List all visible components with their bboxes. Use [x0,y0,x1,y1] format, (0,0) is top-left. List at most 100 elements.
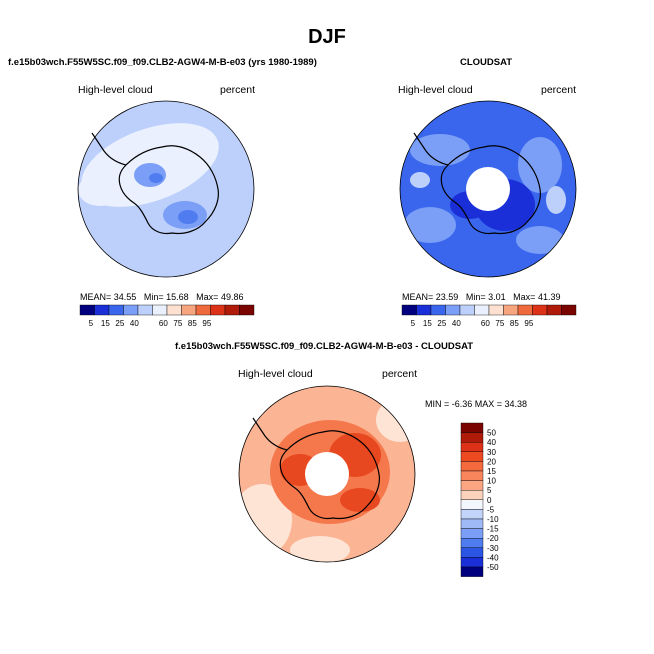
panel1-colorbar-swatch [79,304,95,316]
panel2-colorbar-tick-label: 75 [495,319,504,328]
panel1-colorbar-swatch [166,304,182,316]
panel2-light-patch-1 [410,134,470,166]
panel2-colorbar-swatch [488,304,504,316]
panel2-stats: MEAN= 23.59 Min= 3.01 Max= 41.39 [402,292,561,302]
panel3-dark-patch-3 [340,488,380,512]
panel2-colorbar: 5 15 25 40 60 75 85 95 [401,304,577,328]
panel3-units-label: percent [382,368,418,380]
panel3-variable-label: High-level cloud [238,368,313,380]
panel3-colorbar-swatch [460,422,484,433]
panel2-colorbar-swatch [459,304,475,316]
panel1-colorbar-swatch [239,304,255,316]
panel1-colorbar-tick-label: 5 [89,319,94,328]
panel1-colorbar: 5 15 25 40 60 75 85 95 [79,304,255,328]
panel3-colorbar-tick-label: -5 [487,505,495,514]
panel3-map-border [238,385,416,563]
panel3-colorbar-swatch [460,451,484,462]
panel3-colorbar-tick-label: -10 [487,515,499,524]
panel2-light-patch-4 [516,226,564,254]
panel2-pole-hole [466,167,510,211]
panel1-colorbar-swatch [123,304,139,316]
panel1-colorbar-swatch [181,304,197,316]
panel1-map-border [77,100,255,278]
panel2-colorbar-tick-label: 60 [481,319,490,328]
panel1-colorbar-tick-label: 85 [188,319,197,328]
panel1-max: 49.86 [220,292,244,302]
panel1-colorbar-swatch [195,304,211,316]
panel2-units-label: percent [541,84,577,96]
panel3-colorbar-tick-label: 30 [487,448,496,457]
panel1-colorbar-tick-label: 40 [130,319,139,328]
panel3-colorbar-tick-label: 50 [487,429,496,438]
panel3-colorbar-tick-label: 15 [487,467,496,476]
panel1-colorbar-swatch [108,304,124,316]
panel2-colorbar-tick-label: 15 [423,319,432,328]
panel2-colorbar-tick-label: 40 [452,319,461,328]
panel1-dark-patch-2 [149,173,163,183]
panel3-pole-hole [305,452,349,496]
panel3-colorbar-swatch [460,547,484,558]
panel2-colorbar-swatch [546,304,562,316]
panel3-colorbar-tick-label: -20 [487,534,499,543]
panel3-colorbar-swatch [460,528,484,539]
panel2-colorbar-swatch [445,304,461,316]
panel1-min: 15.68 [166,292,189,302]
panel3-colorbar-tick-label: -50 [487,563,499,572]
panel2-colorbar-swatch [401,304,417,316]
panel1-colorbar-tick-label: 25 [115,319,124,328]
panel1-dark-patch-1 [178,210,198,224]
panel2-pale-patch-1 [546,186,566,214]
panel1-map [77,100,255,278]
panel3-colorbar-swatch [460,557,484,568]
panel3-colorbar-tick-label: -30 [487,544,499,553]
panel3-colorbar-tick-label: 40 [487,438,496,447]
panel2-colorbar-tick-label: 5 [411,319,416,328]
panel3-stats: MIN = -6.36 MAX = 34.38 [425,399,528,409]
panel3-pale-edge-3 [290,536,350,562]
panel1-colorbar-swatch [94,304,110,316]
panel3-colorbar-tick-label: -15 [487,525,499,534]
panel2-colorbar-tick-label: 85 [510,319,519,328]
panel1-colorbar-tick-label: 95 [202,319,211,328]
panel2-max: 41.39 [537,292,561,302]
panel2-colorbar-swatch [517,304,533,316]
panel3-colorbar-tick-label: 10 [487,477,496,486]
panel3-colorbar-swatch [460,470,484,481]
panel3-colorbar-swatch [460,509,484,520]
panel1-colorbar-swatch [224,304,240,316]
panel3-colorbar-swatch [460,442,484,453]
panel1-title: f.e15b03wch.F55W5SC.f09_f09.CLB2-AGW4-M-… [8,57,317,68]
panel3-colorbar-swatch [460,538,484,549]
panel3-colorbar-tick-label: -40 [487,553,499,562]
panel2-min: 3.01 [488,292,506,302]
panel3-colorbar-swatch [460,490,484,501]
panel3-colorbar-swatch [460,518,484,529]
panel1-colorbar-tick-label: 15 [101,319,110,328]
figure-title: DJF [308,26,346,48]
panel2-map [399,100,577,278]
panel1-colorbar-swatch [210,304,226,316]
panel3-pale-edge-2 [376,398,415,442]
panel2-title: CLOUDSAT [460,57,513,68]
panel2-light-patch-3 [404,207,456,243]
panel2-variable-label: High-level cloud [398,84,473,96]
panel1-mean: 34.55 [113,292,137,302]
panel3-colorbar-swatch [460,566,484,577]
panel2-colorbar-tick-label: 25 [437,319,446,328]
panel2-colorbar-swatch [416,304,432,316]
panel1-cloud-field [78,123,219,229]
panel2-colorbar-swatch [474,304,490,316]
panel2-light-patch-2 [518,137,562,193]
panel2-colorbar-swatch [561,304,577,316]
panel3-colorbar-swatch [460,480,484,491]
panel1-colorbar-tick-label: 75 [173,319,182,328]
panel3-colorbar-tick-label: 0 [487,496,492,505]
panel1-colorbar-swatch [152,304,168,316]
panel3-colorbar-swatch [460,461,484,472]
panel2-mean: 23.59 [435,292,459,302]
panel2-pale-patch-2 [410,172,430,188]
panel3-colorbar-tick-label: 20 [487,457,496,466]
panel3-map [238,385,416,563]
